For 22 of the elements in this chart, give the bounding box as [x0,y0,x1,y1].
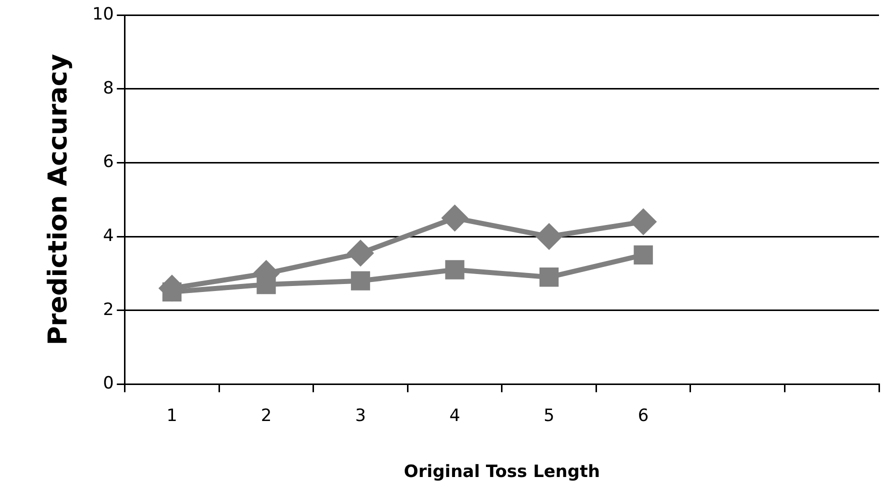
point [350,271,370,290]
y-tick-label: 10 [92,4,114,24]
x-tick-label: 1 [166,406,178,426]
x-tick-label: 6 [638,406,649,426]
point [445,260,464,280]
x-axis-title: Original Toss Length [404,462,600,482]
y-tick-label: 6 [103,152,114,172]
x-tick-label: 2 [260,406,272,426]
y-tick-label: 4 [103,226,114,246]
point [348,240,374,266]
y-tick-label: 8 [103,78,114,98]
point [536,224,562,250]
point [442,206,468,231]
y-tick-label: 0 [103,374,114,394]
x-tick-label: 5 [544,406,554,426]
x-tick-label: 3 [355,406,366,426]
y-axis-title: Prediction Accuracy [43,54,74,346]
point [634,245,653,265]
point [630,209,656,234]
x-tick-label: 4 [449,406,460,426]
point [539,268,559,287]
y-tick-label: 2 [103,300,114,320]
